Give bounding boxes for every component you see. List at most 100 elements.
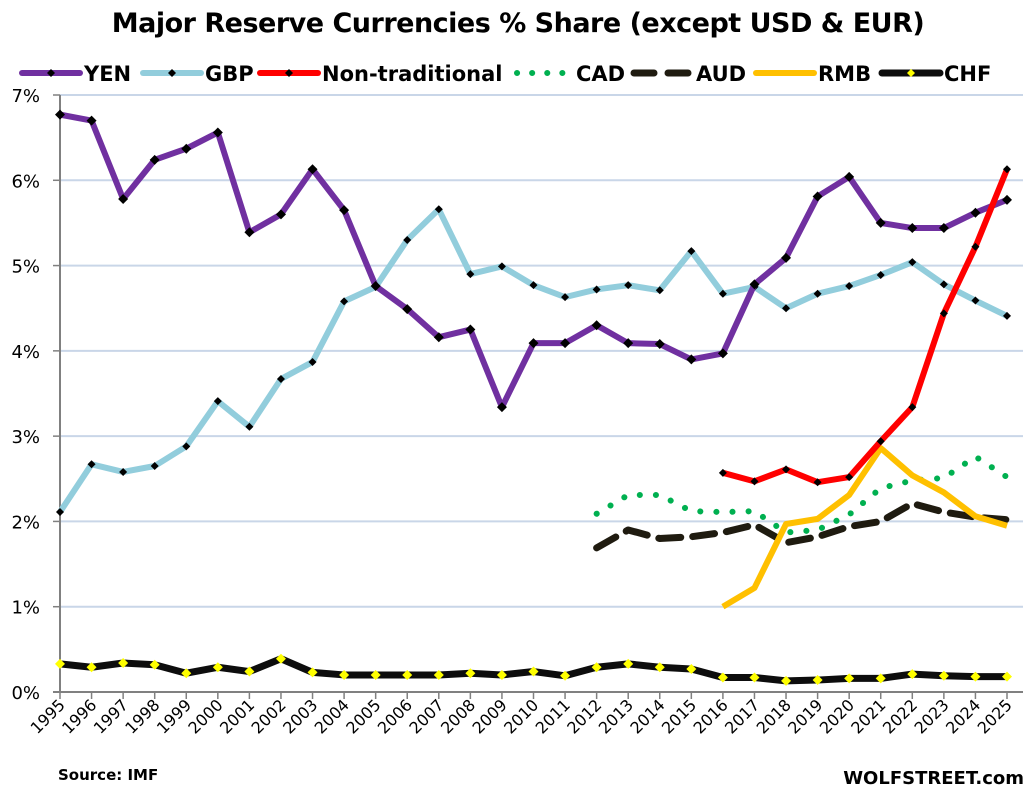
chart-title: Major Reserve Currencies % Share (except… <box>111 8 925 39</box>
x-tick-label: 1996 <box>58 695 100 737</box>
legend-item-chf: CHF <box>878 62 991 86</box>
data-point-marker <box>750 477 759 486</box>
data-point-marker <box>718 289 727 298</box>
gridlines <box>60 94 1023 608</box>
y-tick-label: 6% <box>11 171 40 192</box>
series-line <box>593 453 1010 536</box>
data-point-marker <box>875 673 886 684</box>
x-tick-label: 2016 <box>690 695 732 737</box>
data-point-marker <box>181 143 192 154</box>
series-group <box>55 109 1012 686</box>
legend-item-gbp: GBP <box>140 62 254 86</box>
data-point-marker <box>182 442 191 451</box>
x-tick-label: 2005 <box>342 695 384 737</box>
data-point-marker <box>339 205 350 216</box>
data-point-marker <box>591 662 602 673</box>
data-point-marker <box>55 109 65 120</box>
legend-label: CAD <box>576 62 625 86</box>
x-tick-label: 2003 <box>279 695 321 737</box>
x-tick-label: 2023 <box>910 695 952 737</box>
data-point-marker <box>465 668 476 679</box>
data-point-marker <box>687 247 696 256</box>
data-point-marker <box>813 478 822 487</box>
data-point-marker <box>403 235 412 244</box>
data-point-marker <box>813 289 822 298</box>
x-tick-label: 2009 <box>469 695 511 737</box>
series-line <box>721 445 1008 610</box>
data-point-marker <box>623 338 634 349</box>
legend-label: CHF <box>944 62 991 86</box>
data-point-marker <box>782 304 791 313</box>
legend-marker <box>168 69 176 77</box>
legend-item-cad: CAD <box>514 62 625 86</box>
data-point-marker <box>938 223 949 234</box>
data-point-marker <box>434 205 443 214</box>
data-point-marker <box>86 115 97 126</box>
data-point-marker <box>624 281 633 290</box>
x-tick-label: 2007 <box>405 695 447 737</box>
data-point-marker <box>340 297 349 306</box>
y-tick-label: 5% <box>11 257 40 278</box>
data-point-marker <box>907 669 918 680</box>
data-point-marker <box>876 270 885 279</box>
data-point-marker <box>275 209 286 220</box>
data-point-marker <box>150 461 159 470</box>
data-point-marker <box>686 663 697 674</box>
data-point-marker <box>908 258 917 267</box>
data-point-marker <box>938 670 949 681</box>
data-point-marker <box>717 672 728 683</box>
x-tick-label: 2017 <box>721 695 763 737</box>
data-point-marker <box>844 171 855 182</box>
data-point-marker <box>402 669 413 680</box>
data-point-marker <box>907 223 918 234</box>
data-point-marker <box>465 324 476 335</box>
data-point-marker <box>686 354 697 365</box>
data-point-marker <box>971 242 980 251</box>
series-gbp <box>56 205 1011 517</box>
data-point-marker <box>561 293 570 302</box>
legend-label: RMB <box>818 62 871 86</box>
data-point-marker <box>56 508 64 517</box>
legend-marker <box>907 69 915 77</box>
data-point-marker <box>212 662 223 673</box>
data-point-marker <box>213 397 222 406</box>
x-tick-labels: 1995199619971998199920002001200220032004… <box>27 695 1016 737</box>
data-point-marker <box>244 666 255 677</box>
data-point-marker <box>245 422 254 431</box>
data-point-marker <box>276 375 285 384</box>
data-point-marker <box>119 467 128 476</box>
x-tick-label: 2014 <box>626 695 668 737</box>
data-point-marker <box>528 338 539 349</box>
data-point-marker <box>939 280 948 289</box>
legend-label: YEN <box>83 62 131 86</box>
x-tick-label: 2013 <box>595 695 637 737</box>
x-tick-label: 2018 <box>753 695 795 737</box>
legend-item-non-traditional: Non-traditional <box>257 62 502 86</box>
y-tick-labels: 0% 1% 2% 3% 4% 5% 6% 7% <box>11 86 40 704</box>
legend-label: AUD <box>696 62 746 86</box>
x-tick-label: 2006 <box>374 695 416 737</box>
data-point-marker <box>560 338 571 349</box>
data-point-marker <box>307 164 318 175</box>
data-point-marker <box>875 217 886 228</box>
data-point-marker <box>782 465 791 474</box>
x-tick-label: 1997 <box>90 695 132 737</box>
legend-label: GBP <box>205 62 254 86</box>
data-point-marker <box>307 667 318 678</box>
data-point-marker <box>560 670 571 681</box>
data-point-marker <box>1003 311 1011 320</box>
data-point-marker <box>654 662 665 673</box>
data-point-marker <box>433 669 444 680</box>
data-point-marker <box>812 191 823 202</box>
data-point-marker <box>149 659 160 670</box>
data-point-marker <box>466 270 475 279</box>
x-tick-label: 2025 <box>974 695 1016 737</box>
data-point-marker <box>402 304 413 315</box>
x-tick-label: 1998 <box>121 695 163 737</box>
x-tick-label: 2001 <box>216 695 258 737</box>
data-point-marker <box>654 339 665 350</box>
y-tick-label: 3% <box>11 427 40 448</box>
x-tick-label: 2024 <box>942 695 984 737</box>
data-point-marker <box>623 658 634 669</box>
